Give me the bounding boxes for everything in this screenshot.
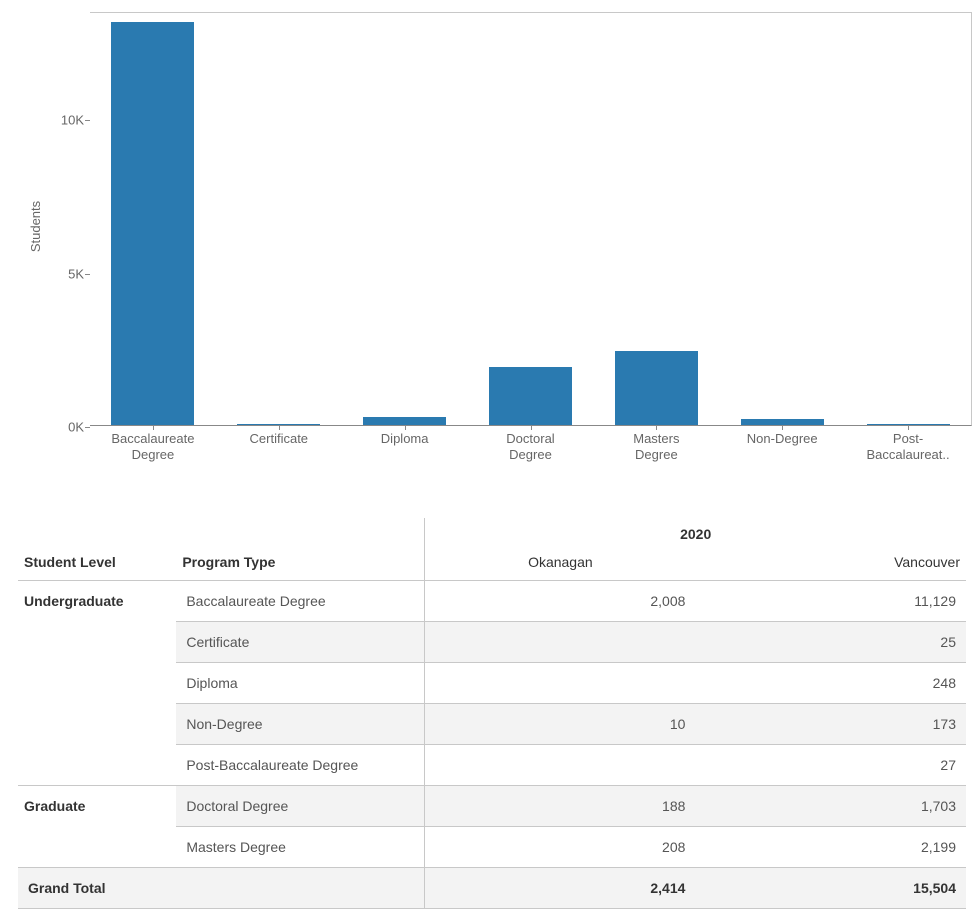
x-tick-label: BaccalaureateDegree	[93, 425, 213, 464]
x-tick-label: Non-Degree	[722, 425, 842, 447]
y-axis-label: Students	[28, 201, 43, 252]
bar-slot: Post-Baccalaureat..	[845, 13, 971, 425]
value-cell-okanagan	[425, 663, 696, 704]
program-type-cell: Baccalaureate Degree	[176, 581, 425, 622]
program-type-cell: Post-Baccalaureate Degree	[176, 745, 425, 786]
x-tick-label: MastersDegree	[596, 425, 716, 464]
value-cell-vancouver: 11,129	[695, 581, 966, 622]
student-level-cell: Graduate	[18, 786, 176, 868]
chart-plot-area: BaccalaureateDegreeCertificateDiplomaDoc…	[90, 12, 972, 426]
x-tick-label: Diploma	[345, 425, 465, 447]
bar-slot: MastersDegree	[593, 13, 719, 425]
table-row: GraduateDoctoral Degree1881,703	[18, 786, 966, 827]
x-tick-label: Certificate	[219, 425, 339, 447]
bar	[489, 367, 572, 425]
value-cell-okanagan: 188	[425, 786, 696, 827]
value-cell-okanagan: 208	[425, 827, 696, 868]
program-type-cell: Diploma	[176, 663, 425, 704]
table-row: UndergraduateBaccalaureate Degree2,00811…	[18, 581, 966, 622]
grand-total-row: Grand Total2,41415,504	[18, 868, 966, 909]
grand-total-vancouver: 15,504	[695, 868, 966, 909]
bars-area: BaccalaureateDegreeCertificateDiplomaDoc…	[90, 13, 971, 425]
bar-chart: Students BaccalaureateDegreeCertificateD…	[0, 0, 980, 490]
value-cell-vancouver: 27	[695, 745, 966, 786]
grand-total-okanagan: 2,414	[425, 868, 696, 909]
data-table: 2020 Student Level Program Type Okanagan…	[18, 518, 966, 909]
value-cell-vancouver: 173	[695, 704, 966, 745]
bar	[615, 351, 698, 425]
col-header-student-level: Student Level	[18, 546, 176, 581]
value-cell-vancouver: 248	[695, 663, 966, 704]
bar-slot: Diploma	[342, 13, 468, 425]
value-cell-vancouver: 2,199	[695, 827, 966, 868]
bar-slot: Non-Degree	[719, 13, 845, 425]
table-year-header: 2020	[425, 518, 966, 546]
bar	[111, 22, 194, 425]
col-header-program-type: Program Type	[176, 546, 425, 581]
program-type-cell: Masters Degree	[176, 827, 425, 868]
x-tick-label: Post-Baccalaureat..	[848, 425, 968, 464]
value-cell-vancouver: 25	[695, 622, 966, 663]
grand-total-label: Grand Total	[18, 868, 425, 909]
student-level-cell: Undergraduate	[18, 581, 176, 786]
bar-slot: BaccalaureateDegree	[90, 13, 216, 425]
col-header-okanagan: Okanagan	[425, 546, 696, 581]
value-cell-okanagan	[425, 622, 696, 663]
bar-slot: DoctoralDegree	[468, 13, 594, 425]
program-type-cell: Certificate	[176, 622, 425, 663]
program-type-cell: Non-Degree	[176, 704, 425, 745]
value-cell-okanagan: 2,008	[425, 581, 696, 622]
bar	[363, 417, 446, 425]
value-cell-vancouver: 1,703	[695, 786, 966, 827]
col-header-vancouver: Vancouver	[695, 546, 966, 581]
program-type-cell: Doctoral Degree	[176, 786, 425, 827]
bar-slot: Certificate	[216, 13, 342, 425]
value-cell-okanagan: 10	[425, 704, 696, 745]
value-cell-okanagan	[425, 745, 696, 786]
x-tick-label: DoctoralDegree	[471, 425, 591, 464]
